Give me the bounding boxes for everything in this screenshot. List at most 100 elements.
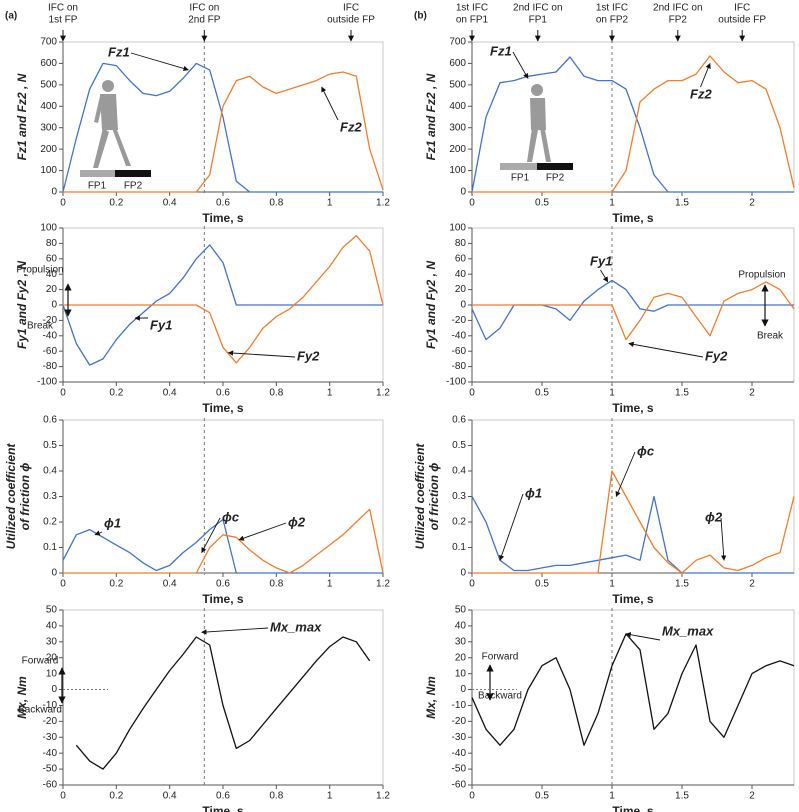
x-axis-label: Time, s <box>612 804 653 812</box>
y-tick-label: 20 <box>455 652 467 663</box>
fp1-bar <box>80 170 115 177</box>
y-tick-label: 0.1 <box>452 542 466 553</box>
y-tick-label: 80 <box>46 238 58 249</box>
y-axis-label: Fy1 and Fy2 , N <box>15 261 29 349</box>
annotation-arrow <box>238 522 287 541</box>
data-line <box>471 633 795 746</box>
y-tick-label: 40 <box>455 621 467 632</box>
series-annotation: Fz2 <box>690 86 712 101</box>
y-tick-label: -60 <box>452 346 467 357</box>
data-line <box>471 495 794 574</box>
y-axis-label: Mx, Nm <box>15 676 29 719</box>
x-tick-label: 0 <box>469 198 475 209</box>
y-tick-label: 500 <box>40 79 57 90</box>
event-label: 1st IFC <box>596 3 628 14</box>
event-label: 1st FP <box>49 15 78 26</box>
event-label: IFC on <box>189 3 219 14</box>
y-tick-label: -30 <box>452 732 467 743</box>
x-tick-label: 1.5 <box>675 388 689 399</box>
series-annotation: Mx_max <box>270 619 322 634</box>
y-tick-label: 0 <box>51 300 57 311</box>
x-axis-label: Time, s <box>612 211 653 225</box>
inset-walker-b <box>527 84 551 162</box>
y-tick-label: 0.4 <box>452 466 466 477</box>
annotation-arrow <box>628 341 704 358</box>
event-label: outside FP <box>718 15 766 26</box>
y-axis-label: Fz1 and Fz2 , N <box>15 73 29 160</box>
annotation-arrow <box>201 517 221 554</box>
annotation-note: Backward <box>478 691 522 702</box>
annotation-arrow <box>720 517 727 561</box>
x-tick-label: 0.5 <box>535 579 549 590</box>
x-axis-label: Time, s <box>202 211 243 225</box>
x-tick-label: 2 <box>749 388 755 399</box>
y-tick-label: 0.5 <box>43 440 57 451</box>
annotation-arrow <box>499 493 524 561</box>
x-tick-label: 0.4 <box>163 579 177 590</box>
x-tick-label: 1.5 <box>675 791 689 802</box>
y-tick-label: 40 <box>46 269 58 280</box>
event-label: IFC <box>343 3 359 14</box>
x-tick-label: 0 <box>60 791 66 802</box>
y-tick-label: -40 <box>43 748 58 759</box>
y-tick-label: 30 <box>455 636 467 647</box>
x-tick-label: 0.6 <box>216 791 230 802</box>
x-tick-label: 0.6 <box>216 198 230 209</box>
x-tick-label: 1 <box>609 388 615 399</box>
event-label: IFC on <box>48 3 78 14</box>
series-annotation: Fy2 <box>297 348 320 363</box>
data-line <box>75 636 371 770</box>
y-tick-label: 60 <box>46 253 58 264</box>
y-tick-label: -100 <box>37 377 57 388</box>
y-tick-label: 100 <box>449 165 466 176</box>
event-label: FP1 <box>529 15 548 26</box>
series-annotation: ϕ2 <box>288 514 306 529</box>
series-annotation: Fz1 <box>490 43 512 58</box>
panel-label: (a) <box>5 11 17 22</box>
x-tick-label: 0 <box>60 579 66 590</box>
annotation-note: Propulsion <box>16 265 63 276</box>
x-tick-label: 0.2 <box>109 388 123 399</box>
y-tick-label: 200 <box>449 144 466 155</box>
y-tick-label: -20 <box>43 315 58 326</box>
y-tick-label: 300 <box>40 122 57 133</box>
x-tick-label: 1 <box>609 579 615 590</box>
series-annotation: Fy1 <box>590 253 612 268</box>
data-line <box>62 62 383 193</box>
x-tick-label: 0.2 <box>109 791 123 802</box>
x-tick-label: 2 <box>749 791 755 802</box>
series-annotation: ϕc <box>637 443 655 458</box>
y-tick-label: 0.3 <box>43 491 57 502</box>
y-tick-label: 0.3 <box>452 491 466 502</box>
y-tick-label: -10 <box>452 700 467 711</box>
annotation-arrow <box>227 350 296 358</box>
x-tick-label: 1.2 <box>376 198 390 209</box>
y-tick-label: 100 <box>40 165 57 176</box>
x-tick-label: 0 <box>469 388 475 399</box>
y-tick-label: 30 <box>46 636 58 647</box>
annotation-note: Propulsion <box>738 270 785 281</box>
y-tick-label: 200 <box>40 144 57 155</box>
y-tick-label: 0 <box>51 187 57 198</box>
y-tick-label: 0.6 <box>452 415 466 426</box>
x-tick-label: 0.4 <box>163 388 177 399</box>
y-axis-label: Utilized coefficient <box>413 443 427 550</box>
annotation-arrow <box>615 451 636 497</box>
data-line <box>63 508 384 574</box>
x-tick-label: 0.8 <box>269 388 283 399</box>
y-tick-label: 50 <box>455 605 467 616</box>
annotation-arrow <box>321 86 339 121</box>
x-tick-label: 0 <box>469 579 475 590</box>
data-line <box>63 235 384 364</box>
data-line <box>62 244 383 366</box>
inset-walker-a <box>93 80 131 168</box>
x-tick-label: 0.8 <box>269 579 283 590</box>
inset-label: FP1 <box>88 181 107 192</box>
y-tick-label: 50 <box>46 605 58 616</box>
x-tick-label: 0.5 <box>535 388 549 399</box>
x-tick-label: 1.2 <box>376 579 390 590</box>
y-tick-label: -40 <box>452 330 467 341</box>
series-annotation: Mx_max <box>662 623 714 638</box>
annotation-arrow <box>625 632 661 641</box>
